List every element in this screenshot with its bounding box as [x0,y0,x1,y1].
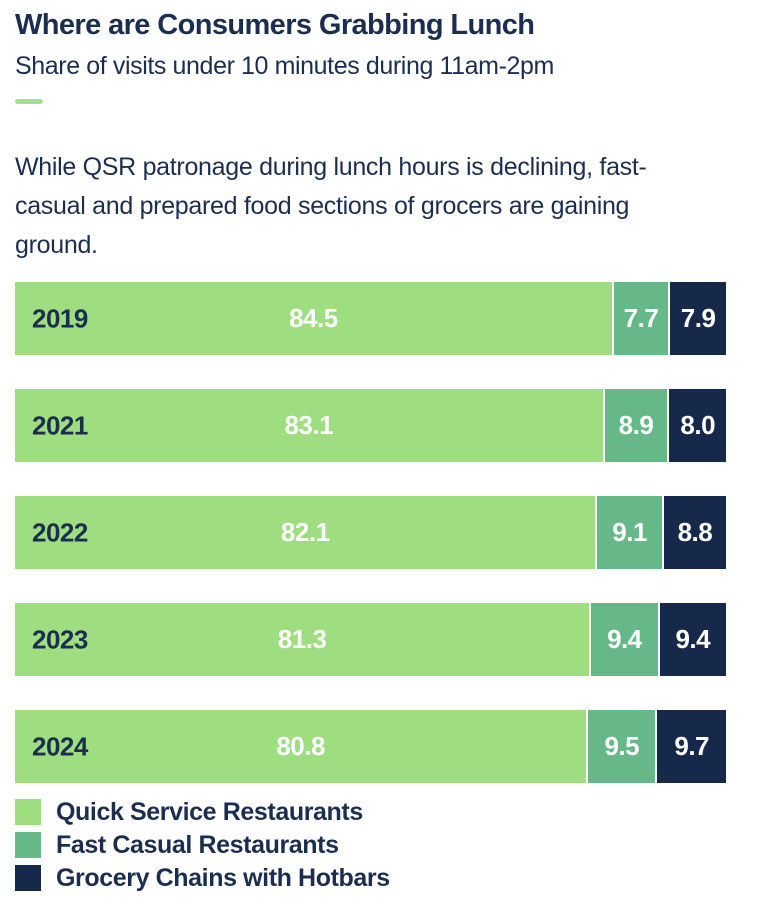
value-label: 8.8 [677,517,713,547]
value-label: 9.4 [675,624,711,654]
bar-segment-fast-casual: 9.4 [591,603,658,676]
value-label: 7.9 [680,303,716,333]
legend-swatch-fast-casual [15,832,41,858]
value-label: 8.0 [680,410,716,440]
value-label: 83.1 [284,410,334,440]
bar-segment-fast-casual: 9.5 [588,710,656,783]
chart-subtitle: Share of visits under 10 minutes during … [15,52,554,80]
legend-swatch-quick-service [15,799,41,825]
legend-item-quick-service: Quick Service Restaurants [15,797,761,826]
value-label: 9.1 [612,517,647,547]
bar-segment-quick-service: 2024 80.8 [15,710,587,783]
bar-segment-quick-service: 2022 82.1 [15,496,596,569]
year-label: 2022 [32,517,88,547]
accent-dash [15,99,43,104]
legend-item-fast-casual: Fast Casual Restaurants [15,830,761,859]
legend-swatch-grocery [15,865,41,891]
value-label: 9.7 [674,731,710,761]
bar-segment-fast-casual: 9.1 [597,496,662,569]
value-label: 9.5 [604,731,640,761]
bar-segment-grocery: 9.7 [657,710,726,783]
bar-row-2022: 2022 82.1 9.1 8.8 [15,496,727,569]
bar-segment-grocery: 8.0 [669,389,726,462]
bar-segment-quick-service: 2023 81.3 [15,603,590,676]
year-label: 2021 [32,410,88,440]
value-label: 8.9 [618,410,654,440]
legend: Quick Service Restaurants Fast Casual Re… [15,797,761,892]
legend-label: Fast Casual Restaurants [56,830,339,859]
stacked-bar-chart: 2019 84.5 7.7 7.9 2021 83.1 8.9 8.0 [15,282,727,783]
page: Where are Consumers Grabbing Lunch Share… [15,9,761,892]
page-title: Where are Consumers Grabbing Lunch [15,9,535,41]
bar-segment-quick-service: 2021 83.1 [15,389,603,462]
year-label: 2023 [32,624,88,654]
bar-row-2023: 2023 81.3 9.4 9.4 [15,603,726,676]
bar-segment-grocery: 9.4 [659,603,726,676]
bar-segment-grocery: 7.9 [670,282,726,355]
chart-description: While QSR patronage during lunch hours i… [15,153,647,259]
value-label: 84.5 [289,303,338,333]
legend-label: Grocery Chains with Hotbars [56,863,390,892]
legend-item-grocery: Grocery Chains with Hotbars [15,863,761,892]
value-label: 80.8 [276,731,325,761]
value-label: 82.1 [280,517,330,547]
value-label: 81.3 [277,624,327,654]
legend-label: Quick Service Restaurants [56,797,363,826]
bar-segment-quick-service: 2019 84.5 [15,282,612,355]
bar-segment-fast-casual: 8.9 [604,389,668,462]
bar-row-2024: 2024 80.8 9.5 9.7 [15,710,726,783]
bar-row-2019: 2019 84.5 7.7 7.9 [15,282,726,355]
bar-segment-grocery: 8.8 [663,496,727,569]
value-label: 7.7 [623,303,659,333]
bar-row-2021: 2021 83.1 8.9 8.0 [15,389,726,462]
value-label: 9.4 [607,624,642,654]
year-label: 2019 [32,303,88,333]
bar-segment-fast-casual: 7.7 [613,282,669,355]
year-label: 2024 [32,731,88,761]
